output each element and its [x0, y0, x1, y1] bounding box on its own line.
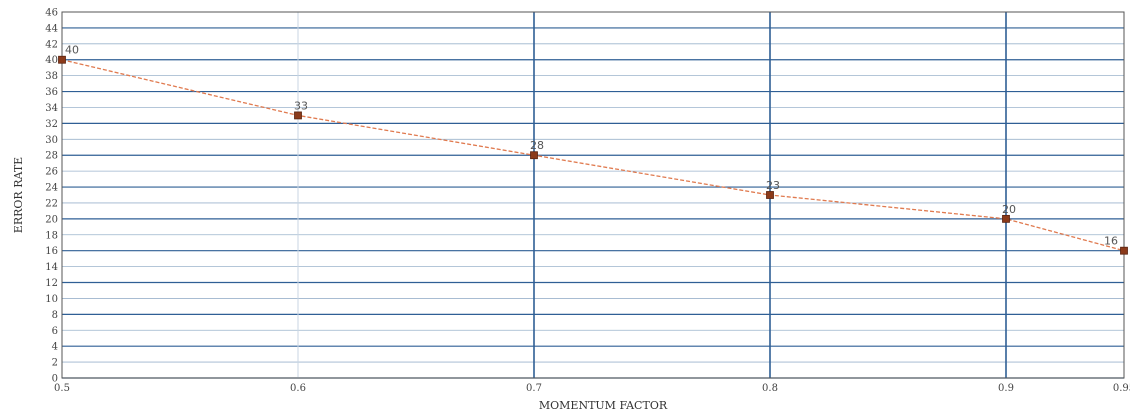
data-point	[1002, 214, 1010, 223]
x-tick-label: 0.9	[998, 383, 1014, 394]
y-tick-label: 20	[45, 214, 58, 225]
x-tick-label: 0.8	[762, 383, 778, 394]
y-tick-label: 38	[45, 71, 58, 82]
y-tick-label: 10	[45, 294, 58, 305]
y-tick-label: 40	[45, 55, 58, 66]
y-tick-label: 16	[45, 246, 58, 257]
y-axis-title: ERROR RATE	[12, 157, 25, 233]
data-label: 33	[294, 99, 308, 112]
y-tick-label: 46	[45, 8, 58, 19]
y-tick-label: 30	[45, 135, 58, 146]
data-point	[766, 191, 774, 199]
y-tick-label: 26	[45, 167, 58, 178]
y-tick-label: 34	[45, 103, 58, 114]
y-tick-label: 36	[45, 87, 58, 98]
grid	[62, 11, 1124, 379]
data-point	[1120, 246, 1128, 255]
y-tick-label: 2	[52, 358, 58, 369]
plot-frame	[61, 11, 1125, 379]
x-tick-label: 0.5	[54, 383, 70, 394]
y-tick-label: 44	[45, 23, 58, 34]
y-tick-label: 14	[45, 262, 58, 273]
x-axis-ticks: 0.5 0.6 0.7 0.8 0.9 0.95	[54, 383, 1130, 394]
data-label: 40	[65, 44, 79, 57]
y-tick-label: 24	[45, 183, 58, 194]
y-tick-label: 18	[45, 230, 58, 241]
y-axis-ticks: 0246810121416182022242628303234363840424…	[45, 8, 58, 385]
data-label: 28	[530, 139, 544, 152]
y-tick-label: 32	[45, 119, 58, 130]
y-tick-label: 28	[45, 151, 58, 162]
x-tick-label: 0.7	[526, 383, 542, 394]
y-tick-label: 42	[45, 39, 58, 50]
data-label: 23	[766, 179, 780, 192]
data-point	[530, 151, 538, 160]
data-point	[294, 111, 302, 120]
data-label: 20	[1002, 203, 1016, 216]
x-tick-label: 0.95	[1113, 383, 1130, 394]
y-tick-label: 22	[45, 198, 58, 209]
y-tick-label: 12	[45, 278, 58, 289]
series-line	[61, 59, 1125, 252]
y-tick-label: 6	[52, 326, 58, 337]
data-point	[58, 55, 66, 64]
y-tick-label: 0	[52, 374, 58, 385]
series: 40 33 28 23 20 16	[58, 44, 1128, 255]
y-tick-label: 4	[52, 342, 58, 353]
y-tick-label: 8	[52, 310, 58, 321]
x-axis-title: MOMENTUM FACTOR	[539, 399, 668, 412]
x-tick-label: 0.6	[290, 383, 306, 394]
data-label: 16	[1104, 235, 1118, 248]
